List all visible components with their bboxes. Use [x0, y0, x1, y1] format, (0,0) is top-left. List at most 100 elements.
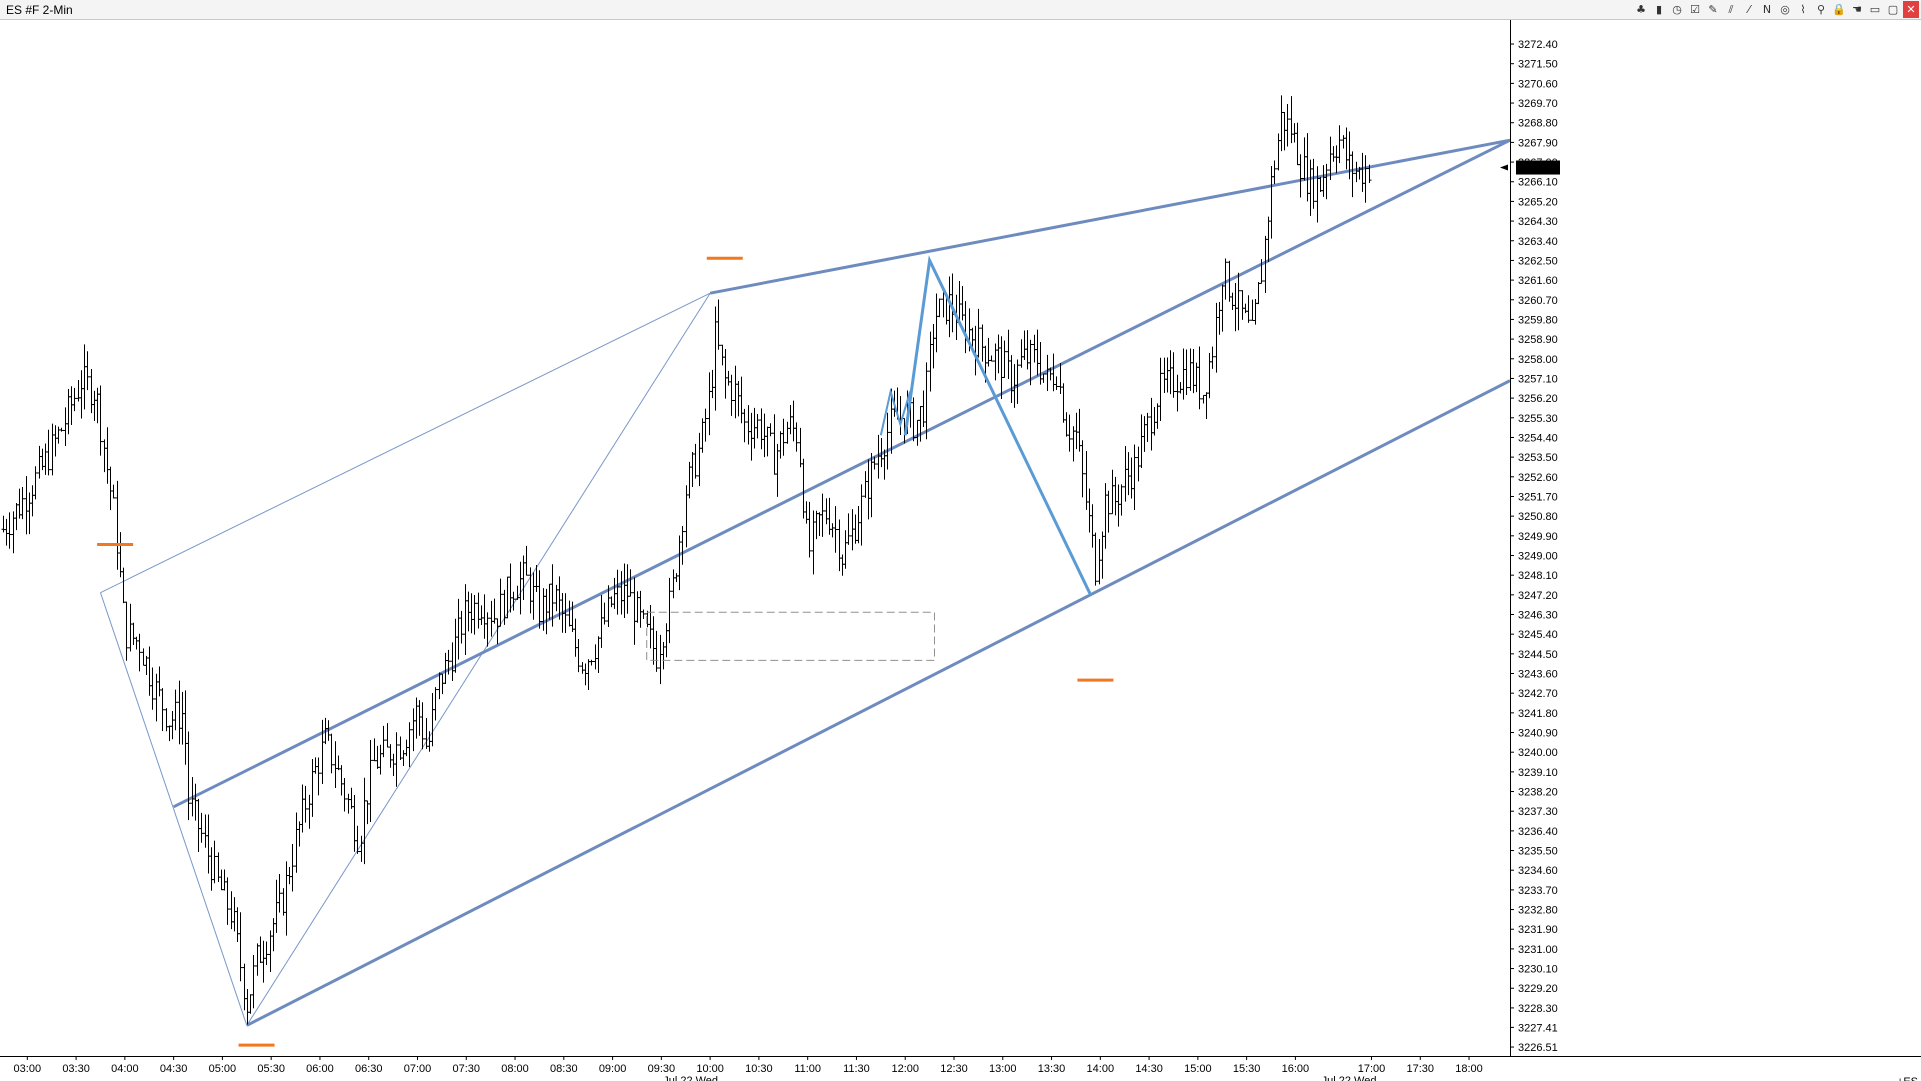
- price-tick-label: 3271.50: [1518, 59, 1558, 71]
- price-tick-label: 3229.20: [1518, 983, 1558, 995]
- time-tick-label: 17:30: [1406, 1063, 1434, 1075]
- pencil-icon[interactable]: ✎: [1708, 3, 1718, 16]
- price-tick-label: 3258.90: [1518, 334, 1558, 346]
- last-price-label: 3266.75: [1519, 163, 1559, 175]
- time-tick-label: 15:30: [1233, 1063, 1261, 1075]
- chart-title-bar: ES #F 2-Min ♣ ▮ ◷ ☑ ✎ ⫽ ⁄ N ◎ ⌇ ⚲ 🔒 ☚ ▭ ▢ ✕: [0, 0, 1921, 20]
- price-tick-label: 3252.60: [1518, 472, 1558, 484]
- price-tick-label: 3228.30: [1518, 1003, 1558, 1015]
- time-tick-label: 06:30: [355, 1063, 383, 1075]
- channel-tool-icon[interactable]: ⫽: [1728, 3, 1734, 16]
- time-tick-label: 14:00: [1087, 1063, 1115, 1075]
- price-tick-label: 3270.60: [1518, 78, 1558, 90]
- data-box-icon[interactable]: ☑: [1690, 3, 1700, 16]
- zigzag-small-line: [879, 387, 912, 436]
- pitchfork-handle-line: [100, 292, 711, 594]
- price-tick-label: 3260.70: [1518, 295, 1558, 307]
- price-tick-label: 3249.00: [1518, 550, 1558, 562]
- price-tick-label: 3269.70: [1518, 98, 1558, 110]
- n-letter-icon[interactable]: N: [1762, 3, 1772, 16]
- time-tick-label: 13:00: [989, 1063, 1017, 1075]
- price-tick-label: 3249.90: [1518, 531, 1558, 543]
- time-tick-label: 03:30: [62, 1063, 90, 1075]
- tree-icon[interactable]: ♣: [1636, 3, 1646, 16]
- price-axis[interactable]: 3272.40 3271.50 3270.60 3269.70 3268.80 3267.…: [1500, 20, 1560, 1056]
- time-tick-label: 11:30: [843, 1063, 870, 1075]
- price-tick-label: 3231.90: [1518, 924, 1558, 936]
- time-tick-label: 12:30: [940, 1063, 968, 1075]
- time-tick-label: 04:00: [111, 1063, 139, 1075]
- channel-upper-line: [709, 138, 1511, 295]
- price-tick-label: 3237.30: [1518, 806, 1558, 818]
- price-tick-label: 3226.51: [1518, 1042, 1558, 1054]
- time-tick-label: 07:00: [404, 1063, 432, 1075]
- price-tick-label: 3238.20: [1518, 787, 1558, 799]
- price-tick-label: 3230.10: [1518, 964, 1558, 976]
- zigzag-line: [903, 255, 1092, 596]
- price-tick-label: 3244.50: [1518, 649, 1558, 661]
- date-label: Jul 22 Wed: [1322, 1075, 1377, 1081]
- price-tick-label: 3268.80: [1518, 118, 1558, 130]
- target-icon[interactable]: ◎: [1780, 3, 1790, 16]
- price-tick-label: 3241.80: [1518, 708, 1558, 720]
- price-tick-label: 3231.00: [1518, 944, 1558, 956]
- time-tick-label: 12:00: [891, 1063, 919, 1075]
- time-tick-label: 13:30: [1038, 1063, 1066, 1075]
- ruler-icon[interactable]: ▭: [1869, 3, 1881, 16]
- price-bars: [1, 95, 1372, 1025]
- price-tick-label: 3255.30: [1518, 413, 1558, 425]
- price-tick-label: 3250.80: [1518, 511, 1558, 523]
- lock-icon[interactable]: 🔒: [1832, 3, 1846, 16]
- price-tick-label: 3234.60: [1518, 865, 1558, 877]
- price-chart[interactable]: 3272.40 3271.50 3270.60 3269.70 3268.80 3267.…: [0, 20, 1921, 1081]
- line-tool-icon[interactable]: ⁄: [1748, 3, 1750, 16]
- minimize-icon[interactable]: ▢: [1887, 3, 1899, 16]
- time-tick-label: 08:30: [550, 1063, 578, 1075]
- time-tick-label: 09:00: [599, 1063, 627, 1075]
- price-tick-label: 3239.10: [1518, 767, 1558, 779]
- price-tick-label: 3253.50: [1518, 452, 1558, 464]
- price-tick-label: 3227.41: [1518, 1022, 1558, 1034]
- price-tick-label: 3272.40: [1518, 39, 1558, 51]
- chart-title: ES #F 2-Min: [6, 3, 73, 17]
- price-tick-label: 3246.30: [1518, 609, 1558, 621]
- pitchfork-right-line: [246, 292, 711, 1026]
- price-tick-label: 3256.20: [1518, 393, 1558, 405]
- symbol-corner-label: +ES: [1897, 1076, 1918, 1081]
- pin-icon[interactable]: ⚲: [1816, 3, 1826, 16]
- pitchfork-left-line: [99, 592, 248, 1026]
- time-tick-label: 08:00: [501, 1063, 529, 1075]
- bar-chart-icon[interactable]: ▮: [1655, 3, 1663, 16]
- drawing-overlays: [97, 255, 1114, 1047]
- price-tick-label: 3259.80: [1518, 314, 1558, 326]
- time-tick-label: 10:00: [696, 1063, 724, 1075]
- dashed-rectangle: [646, 611, 935, 661]
- price-tick-label: 3251.70: [1518, 491, 1558, 503]
- close-icon[interactable]: ✕: [1903, 1, 1919, 18]
- price-tick-label: 3257.10: [1518, 373, 1558, 385]
- time-tick-label: 15:00: [1184, 1063, 1212, 1075]
- price-tick-label: 3240.00: [1518, 747, 1558, 759]
- last-price-arrow-icon: [1500, 164, 1508, 171]
- price-tick-label: 3267.90: [1518, 137, 1558, 149]
- price-tick-label: 3266.10: [1518, 177, 1558, 189]
- price-tick-label: 3243.60: [1518, 669, 1558, 681]
- time-tick-label: 09:30: [648, 1063, 676, 1075]
- price-tick-label: 3248.10: [1518, 570, 1558, 582]
- time-tick-label: 16:00: [1282, 1063, 1310, 1075]
- hand-icon[interactable]: ☚: [1852, 3, 1862, 16]
- price-tick-label: 3245.40: [1518, 629, 1558, 641]
- time-axis[interactable]: 03:00 03:30 04:00 04:30 05:00 05:30 06:00 06:30…: [0, 1056, 1921, 1081]
- time-tick-label: 05:00: [209, 1063, 237, 1075]
- time-tick-label: 11:00: [794, 1063, 821, 1075]
- channel-median-line: [172, 138, 1511, 809]
- price-tick-label: 3264.30: [1518, 216, 1558, 228]
- price-tick-label: 3265.20: [1518, 196, 1558, 208]
- time-tick-label: 06:00: [306, 1063, 334, 1075]
- price-tick-label: 3258.00: [1518, 354, 1558, 366]
- price-tick-label: 3236.40: [1518, 826, 1558, 838]
- zigzag-icon[interactable]: ⌇: [1800, 3, 1806, 16]
- drawing-toolbar: ♣ ▮ ◷ ☑ ✎ ⫽ ⁄ N ◎ ⌇ ⚲ 🔒 ☚ ▭ ▢ ✕: [1633, 1, 1919, 19]
- clock-icon[interactable]: ◷: [1672, 3, 1682, 16]
- time-tick-label: 05:30: [257, 1063, 285, 1075]
